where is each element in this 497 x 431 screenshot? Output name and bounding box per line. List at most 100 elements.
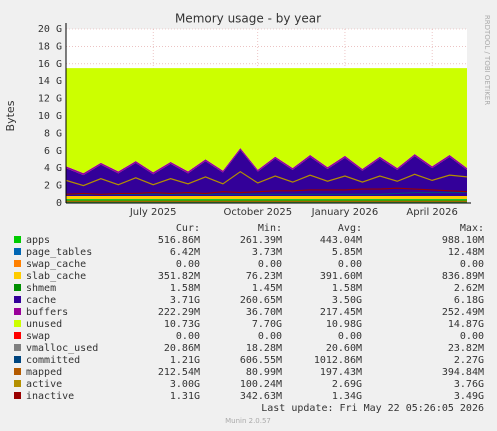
version: Munin 2.0.57 [225, 417, 271, 425]
legend-stat: 988.10M [442, 235, 484, 246]
legend-stat: 351.82M [158, 271, 200, 282]
y-tick-label: 16 G [38, 59, 62, 70]
legend-stat: 2.69G [332, 379, 362, 390]
legend-stat: 1.34G [332, 391, 362, 402]
legend-swatch [14, 392, 21, 399]
y-tick-label: 10 G [38, 111, 62, 122]
legend-swatch [14, 272, 21, 279]
legend-label: slab_cache [26, 271, 86, 282]
legend-stat: 606.55M [240, 355, 282, 366]
line-active [65, 170, 468, 187]
legend-stat: 261.39M [240, 235, 282, 246]
column-header: Min: [258, 223, 282, 234]
legend-label: page_tables [26, 247, 92, 258]
legend-stat: 6.18G [454, 295, 484, 306]
legend-stat: 222.29M [158, 307, 200, 318]
legend-swatch [14, 344, 21, 351]
legend-stat: 1012.86M [314, 355, 362, 366]
legend-stat: 342.63M [240, 391, 282, 402]
legend-stat: 76.23M [246, 271, 282, 282]
column-header: Avg: [338, 223, 362, 234]
area-slab_cache [66, 195, 467, 200]
legend-stat: 1.45M [252, 283, 282, 294]
legend-swatch [14, 260, 21, 267]
y-tick-label: 2 G [44, 181, 62, 192]
legend-stat: 0.00 [460, 259, 484, 270]
legend-stat: 20.86M [164, 343, 200, 354]
legend-label: active [26, 379, 62, 390]
y-tick-label: 14 G [38, 76, 62, 87]
legend-stat: 252.49M [442, 307, 484, 318]
x-tick-label: January 2026 [311, 207, 379, 218]
legend-label: swap [26, 331, 50, 342]
legend-stat: 3.49G [454, 391, 484, 402]
legend-swatch [14, 356, 21, 363]
legend-label: buffers [26, 307, 68, 318]
legend-swatch [14, 236, 21, 243]
y-tick-label: 6 G [44, 146, 62, 157]
legend-stat: 3.50G [332, 295, 362, 306]
area-cache [66, 149, 467, 196]
x-tick-label: April 2026 [406, 207, 457, 218]
legend-stat: 0.00 [338, 259, 362, 270]
column-header: Max: [460, 223, 484, 234]
y-axis-label: Bytes [4, 100, 17, 131]
legend-stat: 12.48M [448, 247, 484, 258]
legend-stat: 0.00 [460, 331, 484, 342]
legend-label: mapped [26, 367, 62, 378]
legend-label: cache [26, 295, 56, 306]
chart-title: Memory usage - by year [175, 12, 321, 26]
legend-stat: 7.70G [252, 319, 282, 330]
legend-stat: 14.87G [448, 319, 484, 330]
legend-stat: 2.62M [454, 283, 484, 294]
legend-stat: 212.54M [158, 367, 200, 378]
legend-stat: 394.84M [442, 367, 484, 378]
legend-stat: 0.00 [176, 331, 200, 342]
legend-label: unused [26, 319, 62, 330]
legend-stat: 2.27G [454, 355, 484, 366]
legend-stat: 10.73G [164, 319, 200, 330]
area-buffers [66, 147, 467, 176]
legend-swatch [14, 296, 21, 303]
area-unused [66, 68, 467, 174]
y-tick-label: 12 G [38, 94, 62, 105]
y-tick-label: 18 G [38, 41, 62, 52]
legend-stat: 217.45M [320, 307, 362, 318]
legend-stat: 3.73M [252, 247, 282, 258]
legend-stat: 100.24M [240, 379, 282, 390]
legend-stat: 0.00 [338, 331, 362, 342]
legend-label: inactive [26, 391, 74, 402]
legend-stat: 36.70M [246, 307, 282, 318]
y-tick-label: 20 G [38, 24, 62, 35]
legend-stat: 6.42M [170, 247, 200, 258]
legend-label: apps [26, 235, 50, 246]
legend-stat: 20.60M [326, 343, 362, 354]
legend-stat: 0.00 [258, 259, 282, 270]
legend-stat: 1.58M [332, 283, 362, 294]
x-tick-label: July 2025 [129, 207, 177, 218]
legend-swatch [14, 320, 21, 327]
legend-stat: 1.58M [170, 283, 200, 294]
legend-stat: 10.98G [326, 319, 362, 330]
y-tick-label: 4 G [44, 163, 62, 174]
legend-stat: 5.85M [332, 247, 362, 258]
legend-stat: 3.00G [170, 379, 200, 390]
line-committed [66, 191, 467, 195]
line-inactive [65, 187, 468, 195]
legend-stat: 18.28M [246, 343, 282, 354]
legend-label: vmalloc_used [26, 343, 98, 354]
legend-label: shmem [26, 283, 56, 294]
legend-stat: 516.86M [158, 235, 200, 246]
legend-label: swap_cache [26, 259, 86, 270]
legend-stat: 3.76G [454, 379, 484, 390]
side-label: RRDTOOL / TOBI OETIKER [483, 15, 491, 105]
legend-swatch [14, 284, 21, 291]
legend-stat: 197.43M [320, 367, 362, 378]
y-tick-label: 8 G [44, 128, 62, 139]
legend-swatch [14, 308, 21, 315]
legend-stat: 1.21G [170, 355, 200, 366]
legend-stat: 0.00 [258, 331, 282, 342]
legend-swatch [14, 368, 21, 375]
legend-swatch [14, 248, 21, 255]
